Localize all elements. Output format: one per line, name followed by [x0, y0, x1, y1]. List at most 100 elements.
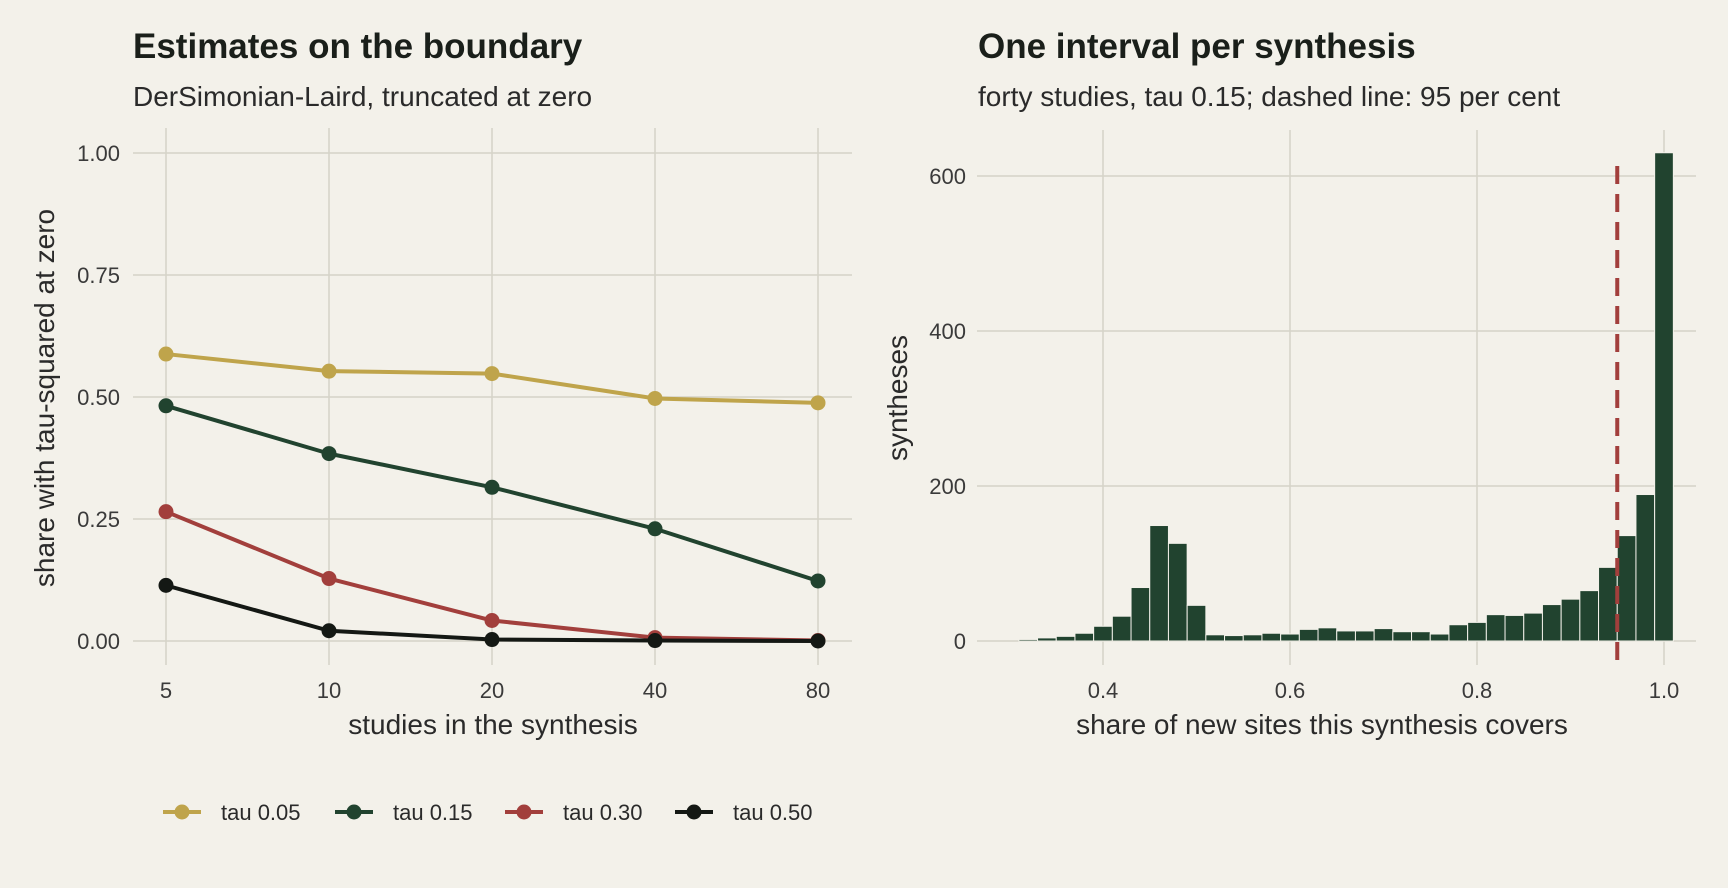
data-point — [484, 479, 500, 495]
data-point — [158, 346, 174, 362]
series-tau-005 — [158, 346, 826, 411]
left-series-group — [158, 346, 826, 649]
legend-item: tau 0.50 — [675, 800, 813, 825]
data-point — [484, 632, 500, 648]
histogram-bar — [1224, 635, 1244, 642]
histogram-bar — [1317, 627, 1338, 642]
left-x-tick-label: 20 — [480, 678, 504, 703]
left-chart-subtitle: DerSimonian-Laird, truncated at zero — [133, 81, 592, 112]
data-point — [158, 398, 174, 414]
legend-swatch-point — [516, 804, 532, 820]
data-point — [647, 633, 663, 649]
histogram-bar — [1523, 612, 1543, 642]
histogram-bar — [1186, 604, 1207, 642]
data-point — [810, 395, 826, 411]
histogram-bar — [1280, 633, 1300, 642]
right-y-tick-label: 0 — [954, 629, 966, 654]
right-x-axis-title: share of new sites this synthesis covers — [1076, 709, 1568, 740]
left-y-axis-title: share with tau-squared at zero — [29, 209, 60, 587]
histogram-bar — [1579, 590, 1600, 642]
histogram-bar — [1429, 633, 1450, 642]
left-y-tick-label: 1.00 — [77, 141, 120, 166]
histogram-bar — [1392, 631, 1413, 642]
right-chart: One interval per synthesis forty studies… — [882, 27, 1696, 740]
histogram-bar — [1093, 625, 1113, 642]
right-y-tick-labels: 0 200 400 600 — [929, 164, 966, 654]
legend-item: tau 0.30 — [505, 800, 643, 825]
histogram-bar — [1598, 566, 1618, 642]
data-point — [321, 446, 337, 462]
histogram-bar — [1541, 604, 1562, 642]
data-point — [321, 363, 337, 379]
legend-label: tau 0.15 — [393, 800, 473, 825]
histogram-bar — [1261, 632, 1282, 642]
series-tau-050 — [158, 577, 826, 649]
histogram-bar — [1242, 634, 1263, 642]
right-x-tick-label: 1.0 — [1649, 678, 1680, 703]
histogram-bar — [1074, 632, 1095, 642]
left-grid — [133, 128, 852, 665]
right-x-tick-labels: 0.4 0.6 0.8 1.0 — [1088, 678, 1680, 703]
histogram-bar — [1411, 631, 1431, 642]
legend-label: tau 0.50 — [733, 800, 813, 825]
histogram-bars — [1018, 152, 1674, 642]
data-point — [484, 613, 500, 629]
histogram-bar — [1149, 525, 1169, 642]
data-point — [647, 521, 663, 537]
histogram-bar — [1205, 634, 1226, 642]
right-x-tick-label: 0.6 — [1275, 678, 1306, 703]
data-point — [158, 504, 174, 520]
left-y-tick-label: 0.75 — [77, 263, 120, 288]
left-x-tick-labels: 5 10 20 40 80 — [160, 678, 830, 703]
right-y-tick-label: 400 — [929, 319, 966, 344]
histogram-bar — [1654, 152, 1674, 642]
left-x-tick-label: 40 — [643, 678, 667, 703]
data-point — [810, 633, 826, 649]
right-chart-subtitle: forty studies, tau 0.15; dashed line: 95… — [978, 81, 1560, 112]
histogram-bar — [1018, 638, 1039, 642]
right-x-tick-label: 0.8 — [1462, 678, 1493, 703]
histogram-bar — [1485, 614, 1506, 642]
histogram-bar — [1560, 598, 1581, 642]
left-y-tick-label: 0.50 — [77, 385, 120, 410]
left-y-tick-label: 0.25 — [77, 507, 120, 532]
left-y-tick-labels: 0.00 0.25 0.50 0.75 1.00 — [77, 141, 120, 654]
histogram-bar — [1055, 635, 1076, 642]
left-x-tick-label: 10 — [317, 678, 341, 703]
right-grid — [977, 130, 1696, 665]
left-chart: Estimates on the boundary DerSimonian-La… — [29, 27, 852, 825]
data-point — [810, 573, 826, 589]
legend-label: tau 0.05 — [221, 800, 301, 825]
histogram-bar — [1111, 615, 1132, 642]
legend-item: tau 0.05 — [163, 800, 301, 825]
legend-swatch-point — [686, 804, 702, 820]
histogram-bar — [1298, 628, 1319, 642]
legend-item: tau 0.15 — [335, 800, 473, 825]
right-y-axis-title: syntheses — [882, 335, 913, 461]
histogram-bar — [1635, 494, 1656, 642]
histogram-bar — [1448, 624, 1469, 642]
histogram-bar — [1616, 535, 1637, 642]
histogram-bar — [1354, 630, 1375, 642]
data-point — [321, 571, 337, 587]
data-point — [647, 390, 663, 406]
right-y-tick-label: 200 — [929, 474, 966, 499]
right-chart-title: One interval per synthesis — [978, 27, 1416, 66]
left-x-axis-title: studies in the synthesis — [348, 709, 638, 740]
histogram-bar — [1130, 587, 1151, 642]
right-x-tick-label: 0.4 — [1088, 678, 1119, 703]
histogram-bar — [1373, 628, 1394, 642]
legend-label: tau 0.30 — [563, 800, 643, 825]
left-chart-title: Estimates on the boundary — [133, 27, 583, 66]
histogram-bar — [1336, 630, 1356, 642]
legend-swatch-point — [174, 804, 190, 820]
histogram-bar — [1167, 542, 1188, 642]
histogram-bar — [1467, 621, 1487, 642]
data-point — [158, 577, 174, 593]
right-y-tick-label: 600 — [929, 164, 966, 189]
data-point — [484, 366, 500, 382]
series-tau-015 — [158, 398, 826, 589]
legend-swatch-point — [346, 804, 362, 820]
